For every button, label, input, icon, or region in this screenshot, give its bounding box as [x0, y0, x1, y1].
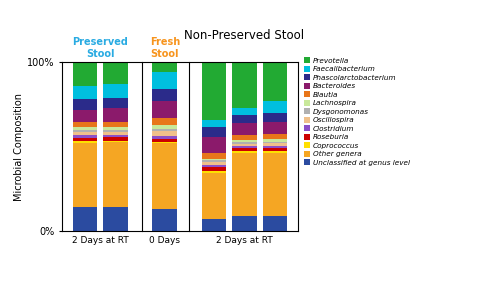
Bar — [263, 113, 287, 122]
Bar — [73, 138, 97, 141]
Bar — [73, 86, 97, 100]
Text: Non-Preserved Stool: Non-Preserved Stool — [184, 29, 304, 42]
Bar — [73, 143, 97, 208]
Bar — [232, 123, 257, 135]
Bar — [73, 208, 97, 231]
Bar — [73, 62, 97, 86]
Legend: Prevotella, Faecalibacterium, Phascolarctobacterium, Bacteroides, Blautia, Lachn: Prevotella, Faecalibacterium, Phascolarc… — [303, 57, 410, 166]
Bar — [103, 132, 128, 135]
Bar — [73, 130, 97, 132]
Bar — [232, 135, 257, 140]
Bar — [232, 115, 257, 123]
Bar — [263, 146, 287, 148]
Bar — [103, 108, 128, 122]
Bar — [153, 129, 177, 131]
Bar — [103, 135, 128, 137]
Bar — [103, 137, 128, 141]
Bar — [103, 141, 128, 142]
Bar — [103, 98, 128, 108]
Bar — [263, 143, 287, 146]
Bar — [202, 153, 227, 158]
Bar — [153, 72, 177, 89]
Bar — [202, 171, 227, 173]
Bar — [73, 127, 97, 130]
Bar — [263, 62, 287, 101]
Bar — [153, 101, 177, 118]
Bar — [263, 153, 287, 216]
Bar — [103, 142, 128, 207]
Bar — [202, 173, 227, 219]
Y-axis label: Microbial Composition: Microbial Composition — [14, 93, 24, 201]
Bar — [153, 62, 177, 72]
Bar — [232, 151, 257, 153]
Bar — [153, 143, 177, 209]
Bar — [232, 216, 257, 231]
Bar — [232, 108, 257, 115]
Bar — [103, 62, 128, 84]
Text: Fresh
Stool: Fresh Stool — [150, 37, 180, 59]
Bar — [103, 130, 128, 132]
Bar — [153, 142, 177, 143]
Bar — [263, 142, 287, 143]
Bar — [263, 216, 287, 231]
Bar — [263, 122, 287, 134]
Bar — [153, 209, 177, 231]
Bar — [153, 125, 177, 129]
Bar — [103, 127, 128, 130]
Bar — [263, 148, 287, 151]
Bar — [73, 135, 97, 138]
Bar — [232, 153, 257, 216]
Bar — [232, 62, 257, 108]
Bar — [263, 134, 287, 139]
Bar — [153, 136, 177, 139]
Bar — [73, 110, 97, 122]
Bar — [202, 158, 227, 160]
Bar — [103, 207, 128, 231]
Bar — [153, 118, 177, 125]
Bar — [202, 127, 227, 137]
Bar — [202, 137, 227, 153]
Bar — [232, 144, 257, 146]
Bar — [232, 140, 257, 142]
Bar — [202, 62, 227, 120]
Bar — [202, 165, 227, 167]
Bar — [103, 122, 128, 127]
Bar — [202, 120, 227, 127]
Bar — [153, 131, 177, 136]
Text: Preserved
Stool: Preserved Stool — [72, 37, 128, 59]
Bar — [73, 122, 97, 127]
Bar — [103, 84, 128, 98]
Bar — [232, 146, 257, 148]
Bar — [73, 100, 97, 110]
Bar — [153, 139, 177, 142]
Bar — [263, 151, 287, 153]
Bar — [153, 89, 177, 101]
Bar — [232, 142, 257, 144]
Bar — [73, 141, 97, 143]
Bar — [202, 162, 227, 165]
Bar — [232, 148, 257, 151]
Bar — [202, 219, 227, 231]
Bar — [202, 160, 227, 162]
Bar — [73, 132, 97, 135]
Bar — [263, 101, 287, 113]
Bar — [202, 167, 227, 171]
Bar — [263, 139, 287, 142]
